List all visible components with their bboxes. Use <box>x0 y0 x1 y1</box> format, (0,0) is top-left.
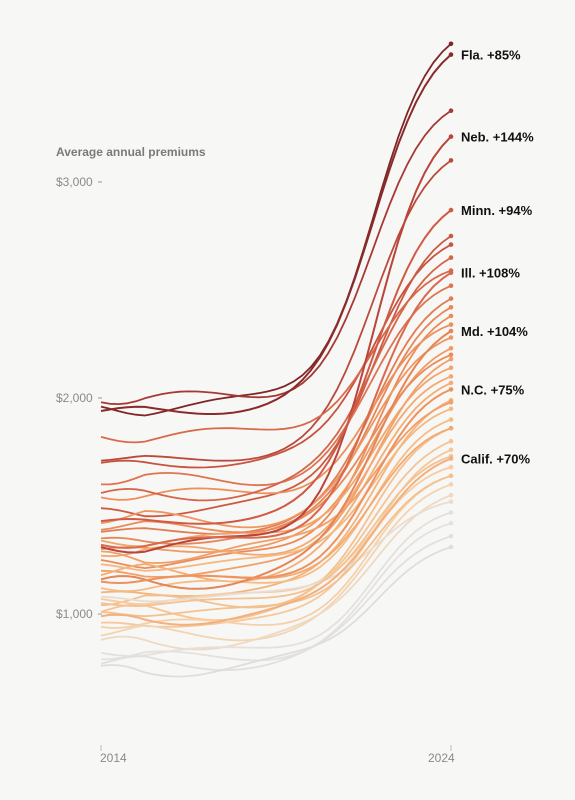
series-end-point <box>448 400 454 405</box>
series-end-point <box>448 438 454 444</box>
series-line <box>100 455 452 607</box>
x-axis: 2014 2024 <box>100 745 455 765</box>
series-line <box>100 323 452 501</box>
state-label: Fla. +85% <box>461 48 521 63</box>
series-end-point <box>448 283 454 289</box>
series-end-point <box>448 108 454 113</box>
series-line <box>100 358 452 578</box>
series-end-point <box>448 365 454 371</box>
labeled-series-line <box>100 135 452 554</box>
series-end-point <box>448 499 454 505</box>
series-end-point <box>448 533 454 539</box>
labeled-series-line <box>100 209 452 525</box>
state-label: N.C. +75% <box>461 382 525 397</box>
labeled-series-lines <box>100 53 452 626</box>
series-end-point <box>448 406 454 412</box>
labeled-series-line <box>100 388 452 584</box>
series-end-point <box>448 134 454 139</box>
labeled-series-line <box>100 330 452 590</box>
series-end-point <box>448 52 454 57</box>
series-end-point <box>448 482 454 487</box>
series-line <box>100 494 452 651</box>
y-tick-label: $1,000 <box>56 607 93 621</box>
series-end-point <box>448 447 454 453</box>
series-end-point <box>448 335 454 340</box>
series-end-point <box>448 387 454 392</box>
y-tick-label: $3,000 <box>56 175 93 189</box>
series-end-point <box>448 492 454 498</box>
state-labels: Fla. +85% Neb. +144% Minn. +94% Ill. +108% M… <box>461 48 534 467</box>
series-line <box>100 474 452 618</box>
series-end-point <box>448 374 454 379</box>
series-end-point <box>448 322 454 327</box>
series-line <box>100 382 452 583</box>
series-end-point <box>448 544 454 550</box>
series-end-point <box>448 328 454 334</box>
state-label: Calif. +70% <box>461 452 530 467</box>
series-end-point <box>448 270 454 276</box>
series-end-point <box>448 510 454 515</box>
series-line <box>100 500 452 603</box>
series-lines <box>100 43 452 678</box>
series-end-point <box>448 473 454 479</box>
series-line <box>100 243 452 469</box>
series-end-point <box>448 356 454 362</box>
state-label: Neb. +144% <box>461 130 534 145</box>
series-line <box>100 522 452 662</box>
series-end-point <box>448 233 454 239</box>
series-line <box>100 483 452 642</box>
series-line <box>100 546 452 678</box>
x-tick-label-2014: 2014 <box>100 751 127 765</box>
series-end-points <box>448 41 454 550</box>
labeled-series-line <box>100 271 452 549</box>
y-axis: $3,000 $2,000 $1,000 <box>56 175 102 621</box>
series-end-point <box>448 346 454 351</box>
series-end-point <box>448 305 454 310</box>
y-tick-label: $2,000 <box>56 391 93 405</box>
series-line <box>100 407 452 572</box>
state-label: Md. +104% <box>461 324 528 339</box>
series-end-point <box>448 425 454 431</box>
x-tick-label-2024: 2024 <box>428 751 455 765</box>
series-end-point <box>448 352 454 358</box>
series-line <box>100 43 452 417</box>
series-line <box>100 159 452 462</box>
series-end-point <box>448 207 454 213</box>
labeled-series-line <box>100 457 452 626</box>
series-end-point <box>448 255 454 260</box>
series-line <box>100 511 452 657</box>
series-line <box>100 401 452 564</box>
series-end-point <box>448 41 454 47</box>
series-line <box>100 418 452 592</box>
series-line <box>100 474 452 629</box>
series-end-point <box>448 380 454 386</box>
series-end-point <box>448 464 454 470</box>
series-end-point <box>448 313 454 319</box>
series-line <box>100 535 452 672</box>
state-label: Ill. +108% <box>461 266 520 281</box>
series-end-point <box>448 242 454 247</box>
series-line <box>100 297 452 535</box>
series-line <box>100 256 452 502</box>
series-end-point <box>448 158 454 163</box>
series-line <box>100 336 452 529</box>
series-end-point <box>448 456 454 461</box>
series-end-point <box>448 296 454 301</box>
series-line <box>100 269 452 444</box>
state-label: Minn. +94% <box>461 203 533 218</box>
labeled-series-line <box>100 53 452 415</box>
y-axis-title: Average annual premiums <box>56 145 206 159</box>
series-line <box>100 109 452 405</box>
series-end-point <box>448 521 454 526</box>
series-line <box>100 347 452 553</box>
series-end-point <box>448 417 454 422</box>
